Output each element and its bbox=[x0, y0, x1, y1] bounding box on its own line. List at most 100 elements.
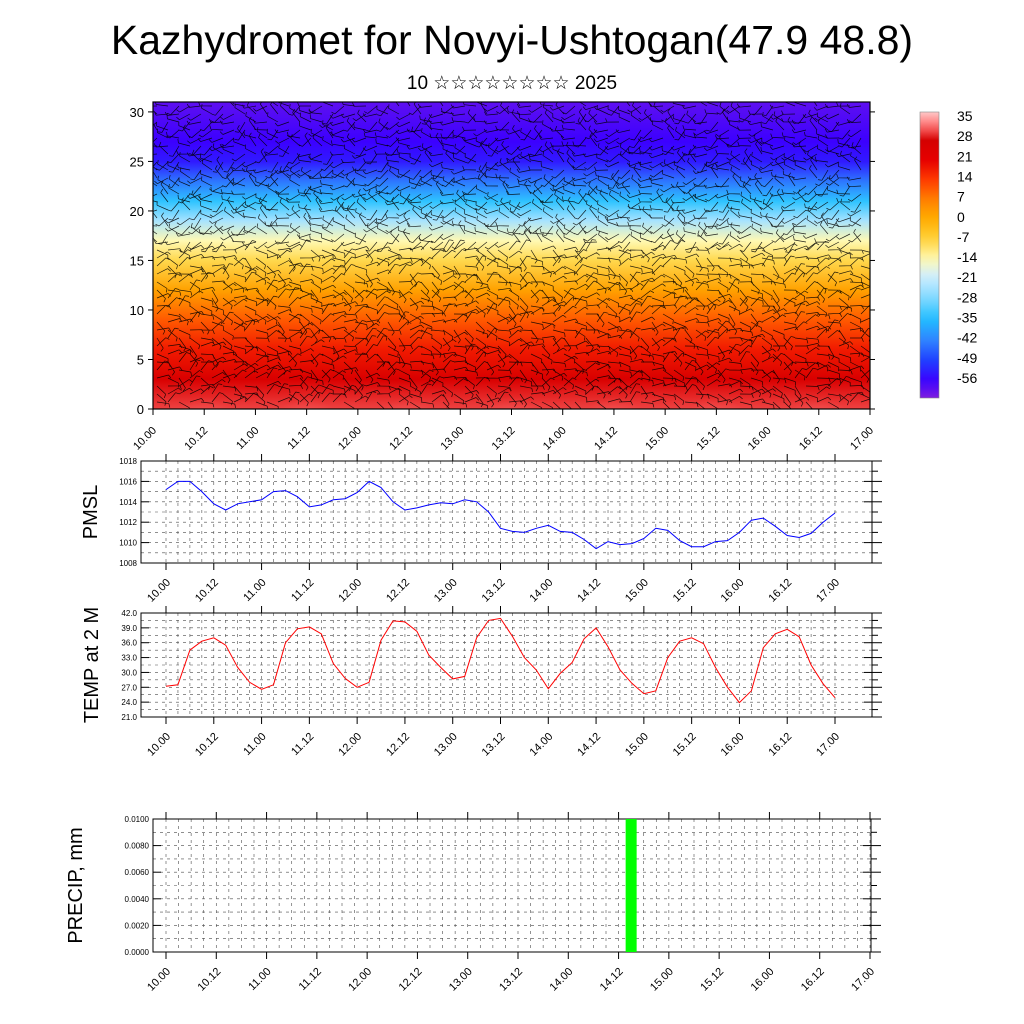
x-tick-label: 12.12 bbox=[384, 731, 412, 759]
x-tick-label: 10.00 bbox=[145, 966, 173, 994]
x-tick-label: 12.00 bbox=[336, 425, 364, 453]
x-tick-label: 11.12 bbox=[289, 577, 316, 604]
x-tick-label: 10.12 bbox=[193, 731, 221, 759]
y-tick-label: 0.0000 bbox=[125, 948, 150, 957]
x-tick-label: 14.12 bbox=[575, 577, 603, 605]
colorbar-label: 21 bbox=[957, 148, 973, 164]
x-tick-label: 16.12 bbox=[766, 577, 794, 605]
x-tick-label: 14.00 bbox=[541, 425, 569, 453]
page-title: Kazhydromet for Novyi-Ushtogan(47.9 48.8… bbox=[110, 17, 914, 63]
y-tick-label: 0.0020 bbox=[125, 921, 150, 930]
x-tick-label: 14.00 bbox=[527, 731, 555, 759]
x-tick-label: 11.00 bbox=[241, 577, 268, 604]
x-tick-label: 16.00 bbox=[719, 577, 747, 605]
colorbar-label: -35 bbox=[957, 310, 977, 326]
warm-cell bbox=[674, 349, 759, 409]
warm-cell bbox=[264, 349, 349, 409]
warm-cell bbox=[162, 349, 247, 409]
x-tick-label: 13.00 bbox=[432, 577, 460, 605]
x-tick-label: 15.12 bbox=[695, 425, 723, 453]
x-tick-label: 10.12 bbox=[182, 425, 210, 453]
colorbar-label: -42 bbox=[957, 330, 977, 346]
colorbar-ramp bbox=[919, 111, 940, 399]
y-tick-label: 1012 bbox=[119, 518, 137, 527]
x-tick-label: 12.12 bbox=[384, 577, 412, 605]
x-tick-label: 17.00 bbox=[814, 577, 842, 605]
y-tick-label: 15 bbox=[130, 253, 144, 268]
colorbar-label: 0 bbox=[957, 209, 965, 225]
x-tick-label: 15.00 bbox=[643, 425, 671, 453]
y-tick-label: 27.0 bbox=[121, 683, 137, 692]
y-tick-label: 33.0 bbox=[121, 654, 137, 663]
x-tick-label: 14.12 bbox=[592, 425, 620, 453]
colorbar-label: 7 bbox=[957, 189, 965, 205]
temp-panel: 21.0 24.0 27.0 30.0 33.0 36.0 39.0 42.0 10.00 10.… bbox=[81, 606, 882, 759]
y-tick-label: 1016 bbox=[119, 477, 137, 486]
y-tick-label: 0.0060 bbox=[125, 868, 150, 877]
x-tick-label: 17.00 bbox=[849, 966, 877, 994]
x-tick-label: 13.12 bbox=[497, 966, 525, 994]
colorbar-label: 28 bbox=[957, 128, 973, 144]
y-tick-label: 36.0 bbox=[121, 639, 137, 648]
x-tick-label: 16.00 bbox=[719, 731, 747, 759]
x-tick-label: 10.00 bbox=[145, 577, 173, 605]
x-tick-label: 12.12 bbox=[387, 425, 415, 453]
wind-barb-set bbox=[153, 102, 870, 409]
x-tick-label: 15.12 bbox=[671, 577, 699, 605]
y-tick-label: 10 bbox=[130, 303, 144, 318]
y-tick-label: 25 bbox=[130, 154, 144, 169]
x-tick-label: 13.12 bbox=[490, 425, 518, 453]
warm-cell bbox=[776, 349, 861, 409]
y-tick-label: 0 bbox=[137, 402, 144, 417]
y-tick-label: 30 bbox=[130, 105, 144, 120]
y-axis-label: PMSL bbox=[80, 485, 102, 539]
colorbar-label: -28 bbox=[957, 289, 977, 305]
y-tick-label: 0.0040 bbox=[125, 895, 150, 904]
x-tick-label: 11.12 bbox=[297, 966, 324, 993]
grid bbox=[153, 818, 871, 953]
x-tick-label: 13.00 bbox=[438, 425, 466, 453]
x-tick-label: 11.12 bbox=[285, 425, 312, 452]
x-tick-label: 16.12 bbox=[766, 731, 794, 759]
x-tick-label: 11.12 bbox=[289, 731, 316, 758]
x-tick-label: 13.00 bbox=[447, 966, 475, 994]
y-axis-label: TEMP at 2 M bbox=[81, 607, 103, 723]
pmsl-panel: 1008 1010 1012 1014 1016 1018 10.00 10.12 11.00 1… bbox=[80, 454, 882, 605]
x-tick-label: 10.12 bbox=[193, 577, 221, 605]
x-tick-label: 12.12 bbox=[397, 966, 425, 994]
heatmap-panel: 0 5 10 15 20 25 30 10.00 10.12 11.00 11.12 12.00 12.… bbox=[130, 101, 876, 453]
colorbar: 35 28 21 14 7 0 -7 -14 -21 -28 -35 -42 -49 -56 bbox=[919, 108, 977, 399]
colorbar-label: 35 bbox=[957, 108, 973, 124]
x-tick-label: 17.00 bbox=[848, 425, 876, 453]
x-tick-label: 17.00 bbox=[814, 731, 842, 759]
x-tick-label: 13.00 bbox=[432, 731, 460, 759]
colorbar-label: -49 bbox=[957, 350, 977, 366]
y-tick-label: 1008 bbox=[119, 559, 137, 568]
x-tick-label: 14.12 bbox=[575, 731, 603, 759]
y-axis-label: PRECIP, mm bbox=[65, 827, 87, 943]
y-tick-label: 21.0 bbox=[121, 713, 137, 722]
x-tick-label: 12.00 bbox=[336, 577, 364, 605]
precip-bar bbox=[625, 819, 637, 952]
series-line bbox=[165, 480, 836, 550]
series-line bbox=[165, 617, 836, 704]
x-tick-label: 15.12 bbox=[698, 966, 726, 994]
y-tick-label: 30.0 bbox=[121, 668, 137, 677]
x-tick-label: 15.00 bbox=[623, 731, 651, 759]
x-tick-label: 16.12 bbox=[799, 966, 827, 994]
precip-panel: 0.0000 0.0020 0.0040 0.0060 0.0080 0.0100 10.0… bbox=[65, 812, 881, 994]
y-tick-label: 24.0 bbox=[121, 698, 137, 707]
y-tick-label: 0.0100 bbox=[125, 815, 150, 824]
x-tick-label: 10.12 bbox=[195, 966, 223, 994]
x-tick-label: 11.00 bbox=[241, 731, 268, 758]
colorbar-label: -21 bbox=[957, 269, 977, 285]
y-tick-label: 39.0 bbox=[121, 624, 137, 633]
x-tick-label: 12.00 bbox=[346, 966, 374, 994]
y-tick-label: 1010 bbox=[119, 539, 137, 548]
y-tick-label: 1014 bbox=[119, 498, 137, 507]
x-tick-label: 14.00 bbox=[527, 577, 555, 605]
x-tick-label: 15.00 bbox=[623, 577, 651, 605]
y-tick-label: 42.0 bbox=[121, 609, 137, 618]
colorbar-label: -14 bbox=[957, 249, 977, 265]
